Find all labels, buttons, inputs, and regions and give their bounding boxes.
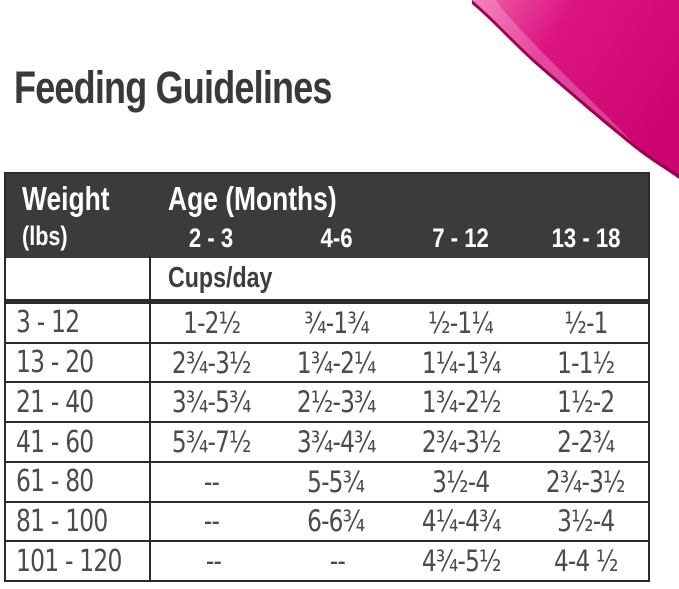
weight-unit-label: (lbs) — [22, 221, 68, 251]
table-row: 3 - 12 1-2½ ¾-1¾ ½-1¼ ½-1 — [6, 302, 648, 342]
cell-weight: 61 - 80 — [16, 464, 94, 500]
cell-value: 3¾-4¾ — [296, 425, 377, 460]
cell-value: 5-5¾ — [307, 464, 366, 499]
cell-value: 3½-4 — [432, 464, 490, 499]
units-row: Cups/day — [6, 258, 648, 302]
table-header: Weight (lbs) Age (Months) 2 - 3 4-6 7 - … — [6, 174, 648, 258]
cell-value: 4¼-4¾ — [421, 504, 501, 539]
cell-value: 6-6¾ — [307, 504, 366, 539]
cell-weight: 41 - 60 — [16, 424, 94, 460]
cell-value: 2-2¾ — [557, 425, 615, 460]
pink-swoosh-decoration — [472, 0, 679, 179]
age-col-13-18: 13 - 18 — [551, 223, 621, 253]
cell-value: ¾-1¾ — [303, 305, 370, 340]
feeding-table: Weight (lbs) Age (Months) 2 - 3 4-6 7 - … — [4, 172, 650, 582]
page-title: Feeding Guidelines — [14, 62, 332, 113]
age-col-7-12: 7 - 12 — [432, 223, 490, 253]
cell-weight: 21 - 40 — [16, 384, 94, 420]
cell-value: 4-4 ½ — [554, 544, 619, 579]
cell-value: ½-1¼ — [428, 305, 494, 340]
cell-value: 2¾-3½ — [546, 464, 626, 499]
cell-weight: 3 - 12 — [16, 305, 80, 341]
cell-value: 1¼-1¾ — [421, 345, 501, 380]
cell-value: 1¾-2¼ — [296, 345, 377, 380]
cell-value: 1-2½ — [182, 305, 241, 340]
age-column-labels: 2 - 3 4-6 7 - 12 13 - 18 — [149, 220, 648, 256]
cell-value: 5¾-7½ — [171, 425, 252, 460]
column-divider — [149, 255, 151, 580]
cell-value: 4¾-5½ — [422, 544, 502, 579]
cell-value: 3½-4 — [557, 504, 615, 539]
cell-value: 1-1½ — [557, 345, 615, 380]
cell-value: -- — [203, 464, 220, 499]
cell-value: ½-1 — [564, 305, 608, 340]
cell-value: -- — [205, 544, 222, 579]
cell-value: 2¾-3½ — [171, 345, 252, 380]
cups-per-day-label: Cups/day — [168, 262, 273, 294]
table-row: 21 - 40 3¾-5¾ 2½-3¾ 1¾-2½ 1½-2 — [6, 381, 648, 421]
age-col-4-6: 4-6 — [320, 223, 353, 253]
cell-value: -- — [203, 504, 220, 539]
table-row: 41 - 60 5¾-7½ 3¾-4¾ 2¾-3½ 2-2¾ — [6, 421, 648, 461]
cell-value: 2¾-3½ — [421, 425, 501, 460]
table-row: 101 - 120 -- -- 4¾-5½ 4-4 ½ — [6, 540, 648, 580]
weight-column-header: Weight — [22, 180, 110, 217]
table-row: 13 - 20 2¾-3½ 1¾-2¼ 1¼-1¾ 1-1½ — [6, 341, 648, 382]
cell-value: -- — [330, 544, 346, 579]
cell-value: 2½-3¾ — [296, 385, 377, 420]
table-row: 61 - 80 -- 5-5¾ 3½-4 2¾-3½ — [6, 460, 648, 501]
cell-weight: 81 - 100 — [16, 503, 108, 539]
cell-value: 3¾-5¾ — [171, 385, 252, 420]
cell-weight: 13 - 20 — [16, 345, 94, 381]
cell-value: 1½-2 — [557, 385, 615, 420]
cell-weight: 101 - 120 — [16, 543, 122, 579]
table-row: 81 - 100 -- 6-6¾ 4¼-4¾ 3½-4 — [6, 500, 648, 541]
table-body: 3 - 12 1-2½ ¾-1¾ ½-1¼ ½-1 13 - 20 2¾-3½ … — [6, 255, 648, 580]
cell-value: 1¾-2½ — [421, 385, 501, 420]
age-col-2-3: 2 - 3 — [189, 223, 234, 253]
age-months-header: Age (Months) — [168, 180, 337, 217]
